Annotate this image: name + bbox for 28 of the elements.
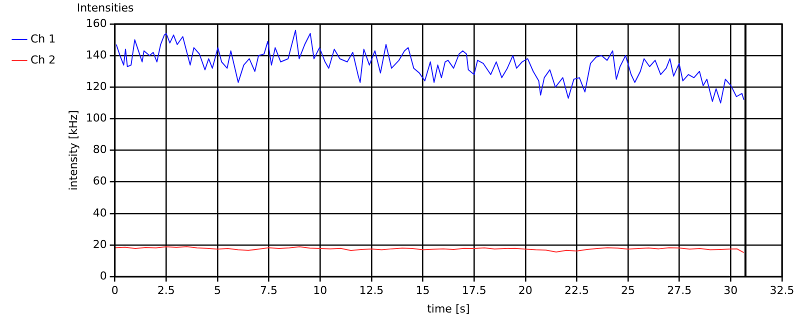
x-tick-label: 0 — [111, 284, 118, 298]
legend-label: Ch 2 — [30, 53, 56, 66]
x-tick-label: 17.5 — [462, 284, 486, 298]
x-tick-label: 20 — [518, 284, 532, 298]
y-tick-label: 120 — [86, 80, 107, 94]
y-tick-label: 60 — [92, 174, 107, 188]
y-tick-label: 100 — [86, 112, 107, 125]
x-tick-label: 30 — [724, 284, 738, 298]
x-tick-label: 5 — [214, 284, 221, 298]
x-tick-label: 2.5 — [157, 284, 175, 298]
x-tick-label: 7.5 — [260, 284, 278, 298]
y-tick-label: 20 — [92, 238, 107, 251]
x-axis-title: time [s] — [427, 302, 470, 316]
y-tick-label: 0 — [100, 269, 107, 282]
legend-label: Ch 1 — [30, 32, 56, 46]
x-tick-label: 12.5 — [359, 284, 384, 298]
x-tick-label: 15 — [416, 284, 430, 298]
y-axis-title: intensity [kHz] — [67, 110, 80, 190]
x-tick-label: 27.5 — [667, 284, 692, 298]
y-tick-label: 140 — [86, 48, 107, 62]
x-tick-label: 22.5 — [564, 284, 589, 298]
y-tick-label: 40 — [92, 206, 107, 220]
y-tick-label: 80 — [92, 143, 107, 156]
x-tick-label: 10 — [313, 284, 328, 298]
x-tick-label: 32.5 — [770, 284, 794, 298]
y-tick-label: 160 — [86, 16, 107, 30]
x-tick-label: 25 — [621, 284, 636, 298]
chart-title: Intensities — [76, 1, 134, 14]
